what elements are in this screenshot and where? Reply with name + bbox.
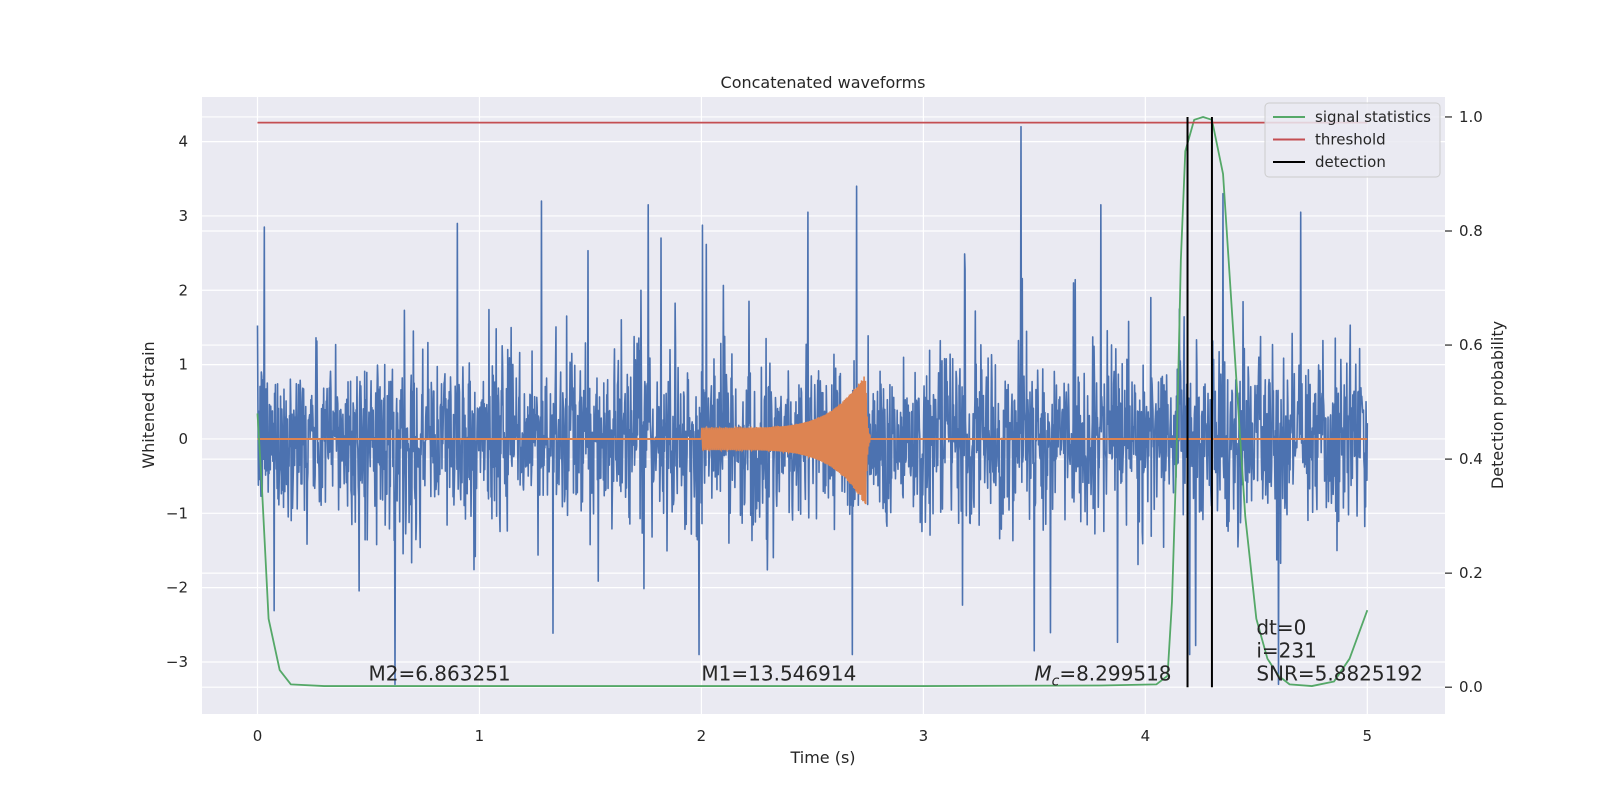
y2-tick-label: 0.0: [1459, 678, 1483, 696]
y-tick-label: −2: [166, 579, 188, 597]
y2-tick-label: 0.4: [1459, 450, 1483, 468]
y-tick-label: 4: [178, 133, 188, 151]
annotation-text: Mc=8.299518: [1034, 662, 1171, 690]
y2-tick-label: 1.0: [1459, 108, 1483, 126]
legend-box: [1264, 102, 1441, 178]
y2-tick-label: 0.2: [1459, 564, 1483, 582]
y-tick-label: 1: [178, 356, 188, 374]
y2-axis-title: Detection probability: [1488, 321, 1507, 489]
x-tick-label: 2: [697, 727, 707, 745]
x-tick-label: 0: [253, 727, 263, 745]
y-tick-label: 2: [178, 281, 188, 299]
chart-title: Concatenated waveforms: [721, 73, 926, 92]
y2-tick-label: 0.8: [1459, 222, 1483, 240]
legend-label: threshold: [1315, 131, 1386, 149]
y-tick-label: −1: [166, 504, 188, 522]
legend-label: detection: [1315, 153, 1386, 171]
y2-tick-label: 0.6: [1459, 336, 1483, 354]
signal-statistics-line: [256, 116, 1369, 687]
x-tick-label: 1: [475, 727, 485, 745]
y-tick-label: 3: [178, 207, 188, 225]
x-tick-label: 4: [1141, 727, 1151, 745]
legend-label: signal statistics: [1315, 108, 1431, 126]
annotation-symbol: M: [1034, 662, 1051, 686]
legend: signal statistics threshold detection: [1264, 102, 1441, 178]
signal-statistics-series: [256, 116, 1369, 688]
chirp-series: [257, 376, 1368, 505]
annotation-text: SNR=5.8825192: [1256, 662, 1422, 686]
annotation-text: M1=13.546914: [701, 662, 856, 686]
y-tick-label: −3: [166, 653, 188, 671]
annotation-text: M2=6.863251: [368, 662, 510, 686]
tick-labels: 0 1 2 3 4 5 −3 −2 −1 0 1 2 3 4 0.0 0.2 0.4 0.6 0.8 1.0: [166, 108, 1483, 745]
annotation-value: =8.299518: [1059, 662, 1171, 686]
annotation-text: i=231: [1256, 639, 1317, 663]
y-axis-title: Whitened strain: [139, 341, 158, 468]
x-axis-title: Time (s): [789, 748, 855, 767]
annotation-subscript: c: [1052, 674, 1060, 690]
annotation-text: dt=0: [1256, 615, 1306, 639]
annotations: M2=6.863251 M1=13.546914 Mc=8.299518 dt=0i=…: [368, 615, 1422, 689]
y-tick-label: 0: [178, 430, 188, 448]
chirp-signal-line: [700, 376, 871, 505]
x-tick-label: 3: [919, 727, 929, 745]
x-tick-label: 5: [1363, 727, 1373, 745]
